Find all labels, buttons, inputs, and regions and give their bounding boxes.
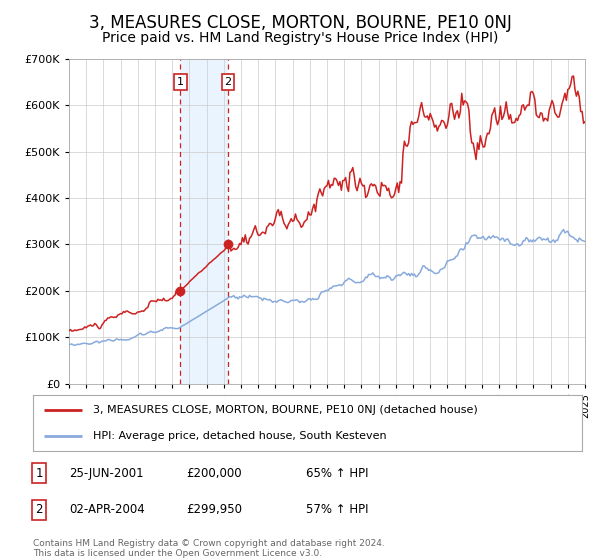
Text: 1: 1 <box>177 77 184 87</box>
Text: £200,000: £200,000 <box>186 466 242 480</box>
Text: 65% ↑ HPI: 65% ↑ HPI <box>306 466 368 480</box>
Text: 2: 2 <box>224 77 232 87</box>
Text: Price paid vs. HM Land Registry's House Price Index (HPI): Price paid vs. HM Land Registry's House … <box>102 31 498 45</box>
Text: Contains HM Land Registry data © Crown copyright and database right 2024.
This d: Contains HM Land Registry data © Crown c… <box>33 539 385 558</box>
Text: 3, MEASURES CLOSE, MORTON, BOURNE, PE10 0NJ: 3, MEASURES CLOSE, MORTON, BOURNE, PE10 … <box>89 14 511 32</box>
Text: 02-APR-2004: 02-APR-2004 <box>69 503 145 516</box>
Text: £299,950: £299,950 <box>186 503 242 516</box>
Text: 3, MEASURES CLOSE, MORTON, BOURNE, PE10 0NJ (detached house): 3, MEASURES CLOSE, MORTON, BOURNE, PE10 … <box>94 405 478 415</box>
Text: 57% ↑ HPI: 57% ↑ HPI <box>306 503 368 516</box>
Bar <box>181 59 228 384</box>
Text: 1: 1 <box>35 466 43 480</box>
Text: HPI: Average price, detached house, South Kesteven: HPI: Average price, detached house, Sout… <box>94 431 387 441</box>
Text: 2: 2 <box>35 503 43 516</box>
Text: 25-JUN-2001: 25-JUN-2001 <box>69 466 143 480</box>
